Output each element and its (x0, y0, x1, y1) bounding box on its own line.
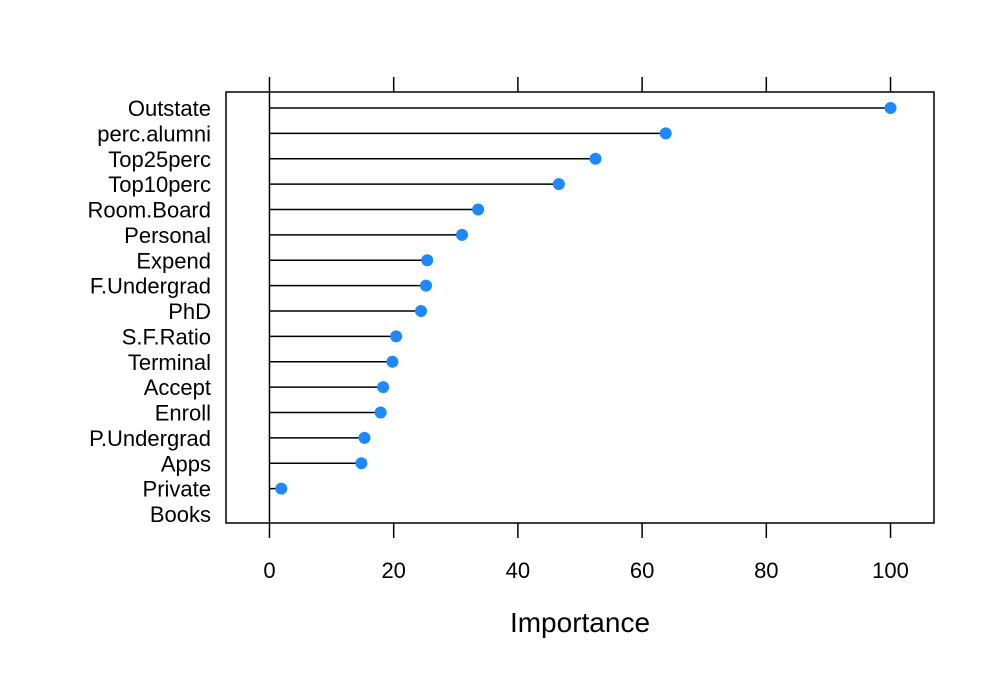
point-Enroll (374, 406, 387, 419)
point-Top10perc (552, 178, 565, 191)
lollipop-stems (269, 107, 891, 490)
category-labels: Outstateperc.alumniTop25percTop10percRoo… (87, 96, 211, 527)
point-Top25perc (589, 152, 602, 165)
x-tick-label: 100 (872, 558, 909, 583)
category-label: Private (143, 477, 211, 502)
point-Expend (421, 254, 434, 267)
category-label: Apps (161, 451, 211, 476)
x-tick-label: 80 (754, 558, 778, 583)
point-PhD (415, 305, 428, 317)
category-label: S.F.Ratio (122, 324, 211, 349)
data-points (275, 102, 897, 495)
plot-frame (225, 91, 935, 524)
category-label: F.Undergrad (90, 274, 211, 299)
bottom-axis-ticks (268, 523, 892, 538)
category-label: Books (150, 502, 211, 527)
category-label: Expend (136, 248, 211, 273)
category-label: P.Undergrad (89, 426, 211, 451)
category-label: Terminal (128, 350, 211, 375)
category-label: Top10perc (108, 172, 211, 197)
category-label: Personal (124, 223, 211, 248)
category-label: PhD (168, 299, 211, 324)
x-axis-title: Importance (510, 607, 650, 638)
category-label: Outstate (128, 96, 211, 121)
point-Personal (456, 228, 468, 241)
point-P.Undergrad (358, 431, 371, 444)
point-Outstate (884, 102, 897, 114)
point-Apps (355, 457, 368, 470)
category-label: perc.alumni (97, 121, 211, 146)
point-Terminal (386, 355, 399, 368)
x-tick-label: 60 (630, 558, 654, 583)
category-label: Enroll (155, 401, 211, 426)
category-label: Top25perc (108, 147, 211, 172)
point-perc.alumni (659, 127, 672, 140)
x-tick-label: 40 (506, 558, 530, 583)
category-label: Accept (144, 375, 211, 400)
point-Accept (377, 381, 390, 394)
point-Room.Board (472, 203, 485, 216)
point-F.Undergrad (419, 279, 432, 292)
x-tick-labels: 0 20 40 60 80 100 (263, 558, 909, 583)
point-S.F.Ratio (390, 330, 403, 343)
top-axis-ticks (268, 77, 892, 92)
point-Private (275, 482, 288, 495)
x-tick-label: 20 (381, 558, 405, 583)
x-tick-label: 0 (263, 558, 275, 583)
category-label: Room.Board (87, 198, 211, 223)
